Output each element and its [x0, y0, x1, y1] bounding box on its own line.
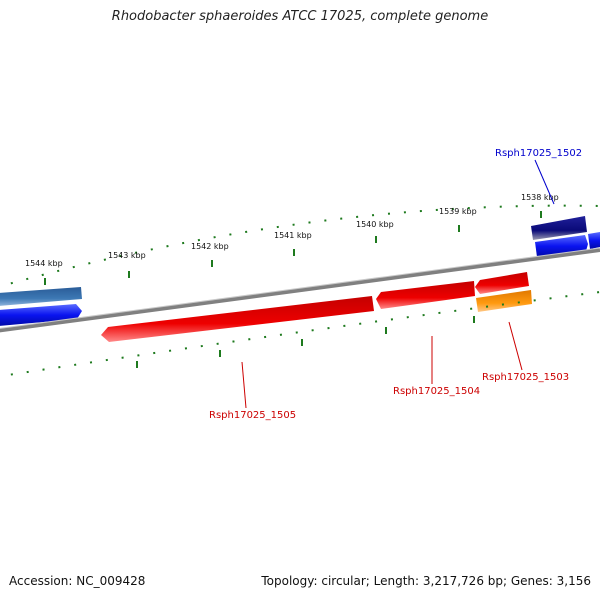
tick-1544: 1544 kbp: [25, 259, 63, 285]
gene-arrow-steel[interactable]: [0, 287, 82, 306]
reverse-strand-genes: [101, 272, 532, 342]
gene-arrow-1504[interactable]: [376, 281, 475, 309]
tick-label: 1543 kbp: [108, 251, 146, 260]
label-leaders: [241, 159, 555, 409]
gene-arrow-blue-edge[interactable]: [588, 232, 600, 249]
gene-arrow-1503-red[interactable]: [475, 272, 529, 294]
tick-label: 1538 kbp: [521, 193, 559, 202]
tick-label: 1539 kbp: [439, 207, 477, 216]
tick-1539: 1539 kbp: [439, 207, 477, 232]
genome-backbone: [0, 248, 600, 333]
gene-arrow-1505[interactable]: [101, 296, 374, 342]
tick-1538: 1538 kbp: [521, 193, 559, 218]
inner-major-ticks: [136, 316, 475, 368]
map-title: Rhodobacter sphaeroides ATCC 17025, comp…: [111, 9, 489, 24]
accession-text: Accession: NC_009428: [9, 574, 146, 588]
tick-label: 1542 kbp: [191, 242, 229, 251]
gene-label-rsph17025-1502[interactable]: Rsph17025_1502: [495, 148, 582, 159]
tick-1543: 1543 kbp: [108, 251, 146, 278]
gene-label-rsph17025-1505[interactable]: Rsph17025_1505: [209, 410, 296, 421]
tick-label: 1544 kbp: [25, 259, 63, 268]
tick-1541: 1541 kbp: [274, 231, 312, 256]
tick-1542: 1542 kbp: [191, 242, 229, 267]
tick-label: 1540 kbp: [356, 220, 394, 229]
tick-label: 1541 kbp: [274, 231, 312, 240]
genome-summary-text: Topology: circular; Length: 3,217,726 bp…: [261, 574, 591, 588]
gene-arrow-navy[interactable]: [531, 216, 587, 240]
tick-1540: 1540 kbp: [356, 220, 394, 243]
gene-label-rsph17025-1504[interactable]: Rsph17025_1504: [393, 386, 480, 397]
gene-arrow-1503-orange[interactable]: [476, 290, 532, 312]
gene-label-rsph17025-1503[interactable]: Rsph17025_1503: [482, 372, 569, 383]
